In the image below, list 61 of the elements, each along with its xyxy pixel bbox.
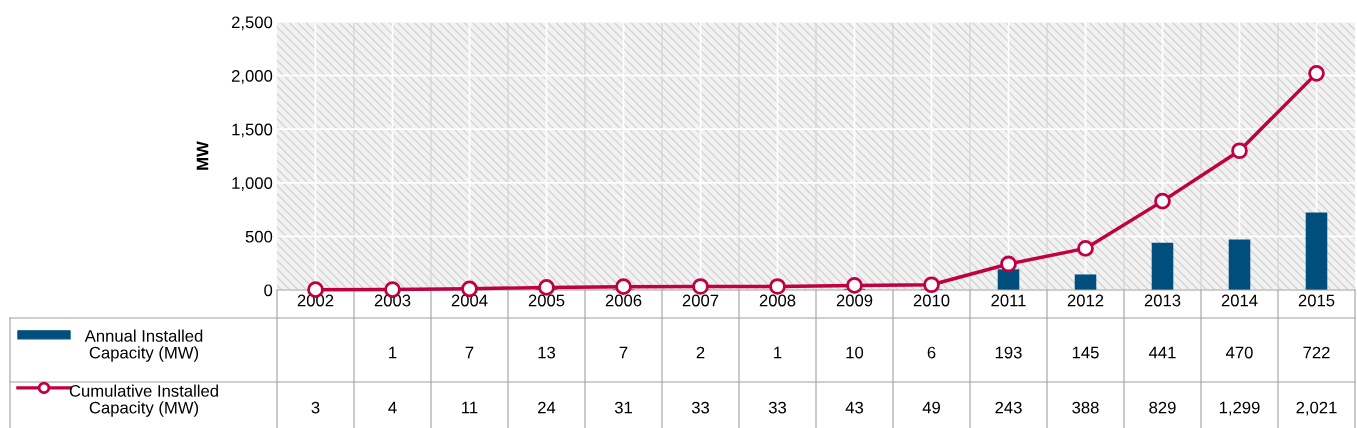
legend-label: Annual Installed Capacity (MW) [84,329,203,362]
data-label: 13 [538,346,556,359]
x-tick-label: 2014 [1221,294,1258,307]
x-tick-label: 2004 [451,294,488,307]
bar [1228,239,1251,290]
data-label: 722 [1303,346,1330,359]
y-tick-label: 500 [245,230,273,243]
data-label: 7 [465,346,474,359]
point [1077,240,1094,257]
bar [1074,274,1097,290]
data-label: 24 [538,401,556,414]
legend-label: Cumulative Installed Capacity (MW) [69,384,218,417]
bar [1151,242,1174,290]
y-axis-title: MW [196,141,209,170]
data-label: 43 [845,401,864,414]
x-tick-label: 2008 [759,294,796,307]
data-label: 2,021 [1296,401,1337,416]
x-tick-label: 2005 [528,294,565,307]
data-label: 49 [922,401,940,414]
point [846,277,863,294]
data-label: 4 [388,401,397,414]
data-label: 441 [1148,346,1176,359]
data-label: 10 [846,346,864,359]
data-label: 1 [389,346,397,359]
y-tick-label: 2,000 [231,70,273,84]
bar [1305,212,1328,290]
data-label: 3 [311,401,320,414]
x-tick-label: 2009 [836,294,873,307]
x-tick-label: 2013 [1144,294,1181,307]
data-label: 145 [1072,346,1099,359]
x-tick-label: 2015 [1298,294,1335,307]
x-tick-label: 2006 [605,294,642,307]
point [1231,142,1248,160]
x-tick-label: 2010 [913,294,950,307]
x-tick-label: 2012 [1067,294,1104,307]
y-tick-label: 0 [264,284,273,297]
y-tick-label: 1,000 [232,177,273,191]
point [1154,192,1171,210]
data-label: 470 [1225,346,1253,359]
point [1000,255,1017,273]
point [769,278,786,295]
data-label: 7 [619,346,628,359]
data-label: 2 [696,346,705,359]
data-label: 829 [1149,401,1176,414]
data-label: 33 [768,401,787,414]
x-tick-label: 2011 [991,294,1026,307]
y-tick-label: 1,500 [232,123,273,138]
data-label: 11 [462,401,478,414]
data-label: 193 [995,346,1022,359]
data-label: 243 [995,401,1022,414]
point [692,278,709,295]
point [1308,65,1325,82]
data-label: 1,299 [1219,401,1260,416]
data-label: 31 [614,401,632,414]
data-label: 388 [1072,401,1099,414]
data-label: 33 [691,401,710,414]
data-label: 6 [927,346,936,359]
x-tick-label: 2007 [682,294,719,307]
y-tick-label: 2,500 [231,16,273,31]
point [923,276,940,294]
data-label: 1 [774,346,782,359]
